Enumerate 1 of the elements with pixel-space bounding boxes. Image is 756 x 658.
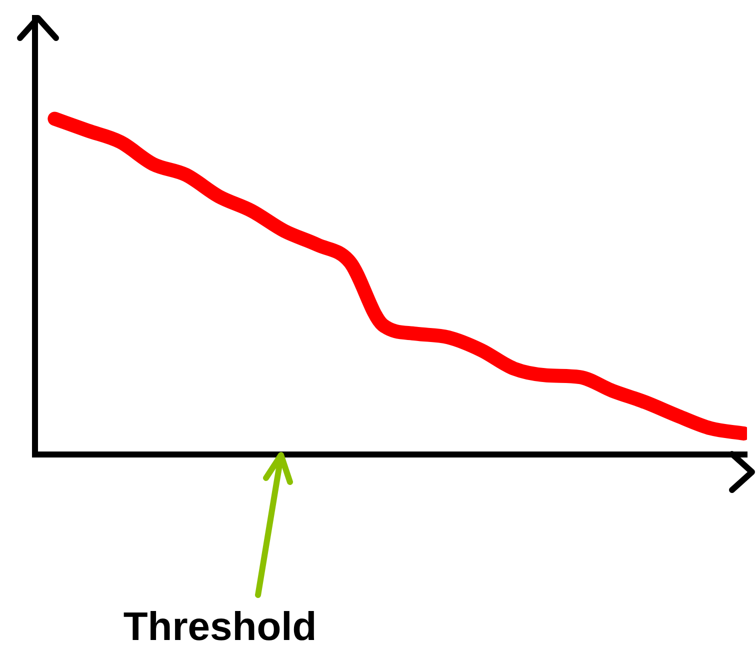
text: Threshold: [122, 605, 318, 650]
